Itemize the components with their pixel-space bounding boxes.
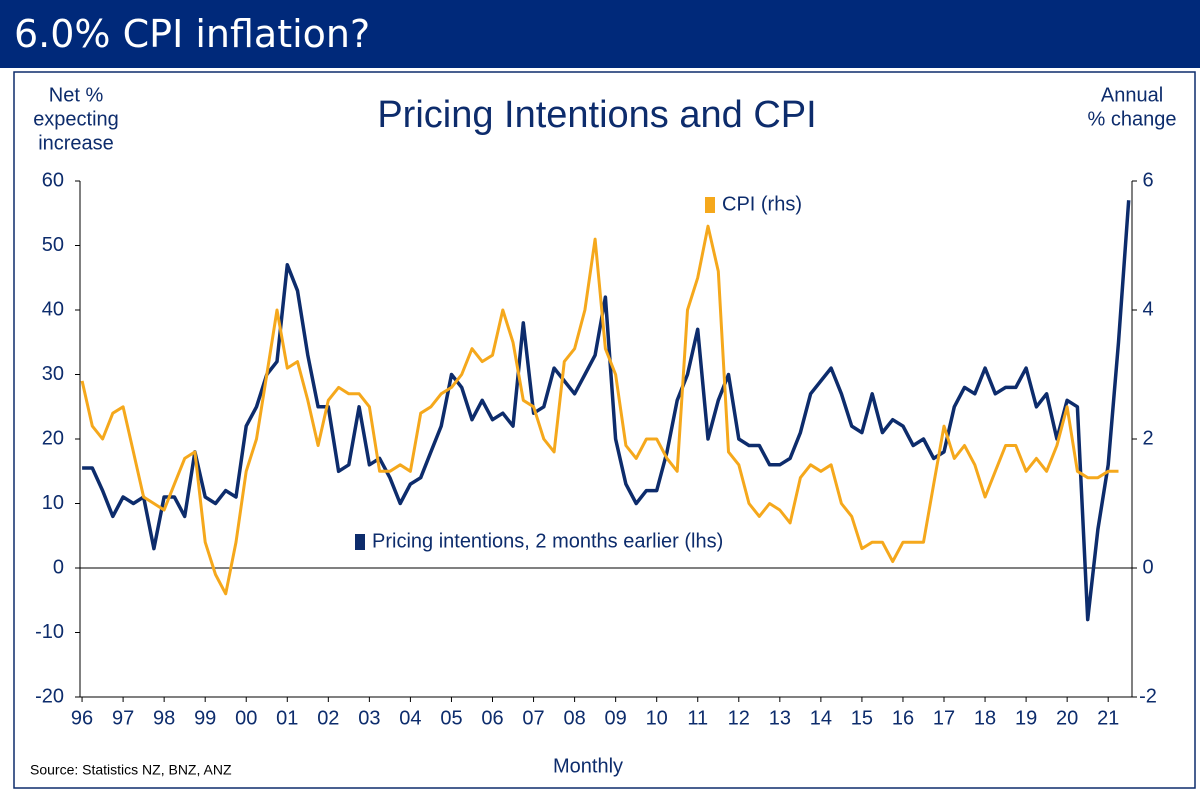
x-tick-label: 99 <box>194 707 216 729</box>
y-tick-label: 20 <box>42 427 64 449</box>
x-tick-label: 17 <box>933 707 955 729</box>
y-tick-label: -10 <box>35 621 64 643</box>
legend-label: CPI (rhs) <box>722 193 802 215</box>
y-label: increase <box>38 132 114 154</box>
x-tick-label: 04 <box>399 707 421 729</box>
x-tick-label: 96 <box>71 707 93 729</box>
legend-swatch <box>705 197 715 213</box>
x-tick-label: 19 <box>1015 707 1037 729</box>
x-tick-label: 16 <box>892 707 914 729</box>
y-label: Net % <box>49 84 104 106</box>
x-tick-label: 12 <box>728 707 750 729</box>
y-label: expecting <box>33 108 119 130</box>
legend-label: Pricing intentions, 2 months earlier (lh… <box>372 530 723 552</box>
slide-title: 6.0% CPI inflation? <box>0 0 1200 68</box>
x-tick-label: 06 <box>481 707 503 729</box>
y-tick-label: -20 <box>35 685 64 707</box>
y2-label: % change <box>1088 108 1177 130</box>
y2-tick-label: 4 <box>1142 298 1153 320</box>
y-tick-label: 60 <box>42 169 64 191</box>
y-tick-label: 40 <box>42 298 64 320</box>
y-tick-label: 50 <box>42 234 64 256</box>
frame <box>13 71 1196 789</box>
series-line <box>82 200 1131 622</box>
legend-swatch <box>355 534 365 550</box>
x-tick-label: 13 <box>769 707 791 729</box>
x-label: Monthly <box>553 755 623 777</box>
x-tick-label: 10 <box>646 707 668 729</box>
x-tick-label: 08 <box>563 707 585 729</box>
x-tick-label: 15 <box>851 707 873 729</box>
x-tick-label: 05 <box>440 707 462 729</box>
y-tick-label: 10 <box>42 492 64 514</box>
x-tick-label: 18 <box>974 707 996 729</box>
x-tick-label: 21 <box>1097 707 1119 729</box>
x-tick-label: 07 <box>522 707 544 729</box>
y2-tick-label: -2 <box>1139 685 1157 707</box>
x-tick-label: 09 <box>605 707 627 729</box>
x-tick-label: 02 <box>317 707 339 729</box>
y2-tick-label: 6 <box>1142 169 1153 191</box>
x-tick-label: 20 <box>1056 707 1078 729</box>
x-tick-label: 01 <box>276 707 298 729</box>
y-tick-label: 0 <box>53 556 64 578</box>
source: Source: Statistics NZ, BNZ, ANZ <box>30 762 232 778</box>
x-tick-label: 00 <box>235 707 257 729</box>
y-tick-label: 30 <box>42 363 64 385</box>
x-tick-label: 97 <box>112 707 134 729</box>
chart-title: Pricing Intentions and CPI <box>377 94 816 136</box>
x-tick-label: 11 <box>687 707 708 729</box>
x-tick-label: 98 <box>153 707 175 729</box>
y2-tick-label: 0 <box>1142 556 1153 578</box>
x-tick-label: 03 <box>358 707 380 729</box>
x-tick-label: 14 <box>810 707 832 729</box>
y2-label: Annual <box>1101 84 1163 106</box>
y2-tick-label: 2 <box>1142 427 1153 449</box>
series-line <box>80 224 1119 596</box>
